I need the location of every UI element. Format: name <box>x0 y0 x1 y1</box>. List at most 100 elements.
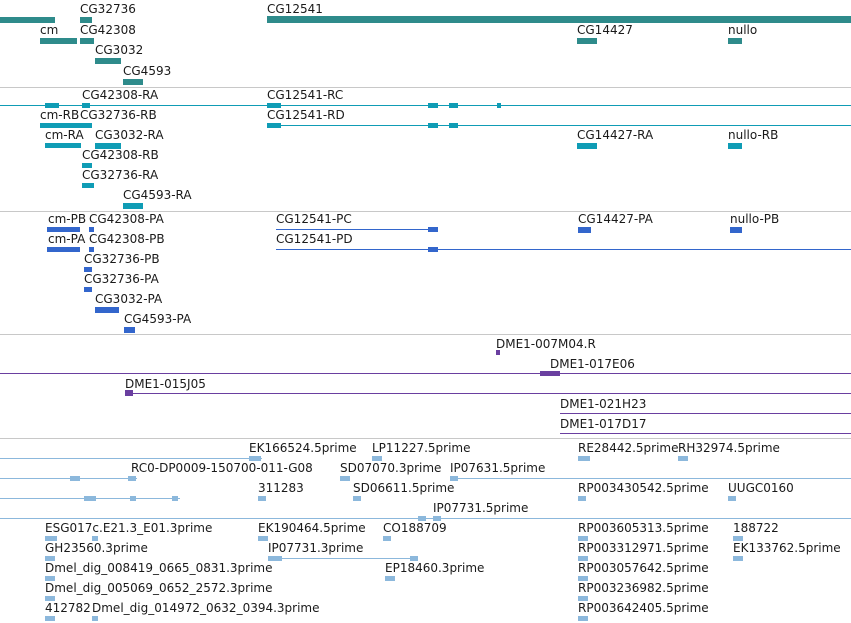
est-label-rc0-dp0009[interactable]: RC0-DP0009-150700-011-G08 <box>131 461 313 475</box>
protein-label-nullo-pb[interactable]: nullo-PB <box>730 212 780 226</box>
est-bar-r3d[interactable] <box>258 496 266 501</box>
gene-bar-cg14427[interactable] <box>577 38 597 44</box>
clone-line-5[interactable] <box>560 433 851 434</box>
est-label-412782[interactable]: 412782 <box>45 601 91 615</box>
transcript-bar-5a[interactable] <box>82 183 94 188</box>
est-bar-r4b[interactable] <box>433 516 441 521</box>
est-label-188722[interactable]: 188722 <box>733 521 779 535</box>
est-bar-r9c[interactable] <box>578 616 588 621</box>
clone-line-3[interactable] <box>125 393 851 394</box>
est-bar-r1b[interactable] <box>372 456 382 461</box>
protein-bar-6a[interactable] <box>124 327 135 333</box>
est-label-311283[interactable]: 311283 <box>258 481 304 495</box>
clone-label-dme1-017e06[interactable]: DME1-017E06 <box>550 357 635 371</box>
clone-bar-3[interactable] <box>125 390 133 396</box>
est-bar-r9b[interactable] <box>92 616 98 621</box>
est-bar-r6c[interactable] <box>410 556 418 561</box>
protein-label-cg42308-pa[interactable]: CG42308-PA <box>89 212 164 226</box>
est-label-esg017c[interactable]: ESG017c.E21.3_E01.3prime <box>45 521 213 535</box>
protein-label-cg12541-pc[interactable]: CG12541-PC <box>276 212 352 226</box>
est-bar-r5c[interactable] <box>258 536 268 541</box>
est-label-rp003236982[interactable]: RP003236982.5prime <box>578 581 709 595</box>
est-bar-r2c[interactable] <box>340 476 350 481</box>
transcript-bar-3a[interactable] <box>45 143 81 148</box>
transcript-bar-1a[interactable] <box>45 103 59 108</box>
transcript-bar-1d[interactable] <box>428 103 438 108</box>
est-bar-r1d[interactable] <box>678 456 688 461</box>
est-label-co188709[interactable]: CO188709 <box>383 521 447 535</box>
est-label-ip07631[interactable]: IP07631.5prime <box>450 461 546 475</box>
est-bar-r5b[interactable] <box>92 536 98 541</box>
protein-bar-2c[interactable] <box>428 247 438 252</box>
est-bar-r7a[interactable] <box>45 576 55 581</box>
est-bar-r6e[interactable] <box>733 556 743 561</box>
transcript-label-cg14427-ra[interactable]: CG14427-RA <box>577 128 654 142</box>
est-label-uugc0160[interactable]: UUGC0160 <box>728 481 794 495</box>
est-bar-r2b[interactable] <box>128 476 136 481</box>
protein-line-1[interactable] <box>276 229 438 230</box>
gene-label-cg3032[interactable]: CG3032 <box>95 43 144 57</box>
protein-bar-1a[interactable] <box>47 227 80 232</box>
gene-label-cg12541[interactable]: CG12541 <box>267 2 323 16</box>
est-bar-r3a[interactable] <box>84 496 96 501</box>
est-line-r2b[interactable] <box>450 478 851 479</box>
transcript-label-cg32736-rb[interactable]: CG32736-RB <box>80 108 157 122</box>
transcript-bar-3d[interactable] <box>728 143 742 149</box>
clone-label-dme1-007m04[interactable]: DME1-007M04.R <box>496 337 596 351</box>
transcript-label-cg12541-rd[interactable]: CG12541-RD <box>267 108 345 122</box>
protein-label-cg12541-pd[interactable]: CG12541-PD <box>276 232 353 246</box>
transcript-bar-3b[interactable] <box>95 143 121 149</box>
gene-bar-cg42308[interactable] <box>80 38 94 44</box>
est-label-rp003642405[interactable]: RP003642405.5prime <box>578 601 709 615</box>
est-bar-r5e[interactable] <box>578 536 588 541</box>
est-bar-r7c[interactable] <box>578 576 588 581</box>
est-label-ip07731-3[interactable]: IP07731.3prime <box>268 541 364 555</box>
transcript-label-cg12541-rc[interactable]: CG12541-RC <box>267 88 344 102</box>
transcript-label-cg4593-ra[interactable]: CG4593-RA <box>123 188 192 202</box>
transcript-bar-2b[interactable] <box>267 123 281 128</box>
protein-bar-1e[interactable] <box>730 227 742 233</box>
protein-line-2[interactable] <box>276 249 851 250</box>
protein-bar-1c[interactable] <box>428 227 438 232</box>
protein-bar-2a[interactable] <box>47 247 80 252</box>
clone-bar-1[interactable] <box>496 350 500 355</box>
clone-label-dme1-021h23[interactable]: DME1-021H23 <box>560 397 647 411</box>
transcript-bar-1e[interactable] <box>449 103 458 108</box>
est-bar-r6a[interactable] <box>45 556 55 561</box>
protein-label-cm-pa[interactable]: cm-PA <box>48 232 86 246</box>
est-label-rp003312971[interactable]: RP003312971.5prime <box>578 541 709 555</box>
protein-label-cm-pb[interactable]: cm-PB <box>48 212 87 226</box>
est-label-ek133762[interactable]: EK133762.5prime <box>733 541 841 555</box>
protein-bar-1d[interactable] <box>578 227 591 233</box>
clone-line-2[interactable] <box>0 373 851 374</box>
transcript-label-nullo-rb[interactable]: nullo-RB <box>728 128 779 142</box>
protein-label-cg42308-pb[interactable]: CG42308-PB <box>89 232 165 246</box>
est-bar-r8b[interactable] <box>578 596 588 601</box>
gene-label-cm[interactable]: cm <box>40 23 59 37</box>
est-label-lp11227[interactable]: LP11227.5prime <box>372 441 471 455</box>
clone-label-dme1-015j05[interactable]: DME1-015J05 <box>125 377 206 391</box>
est-label-gh23560[interactable]: GH23560.3prime <box>45 541 148 555</box>
est-bar-r5a[interactable] <box>45 536 57 541</box>
est-label-ep18460[interactable]: EP18460.3prime <box>385 561 485 575</box>
transcript-bar-6a[interactable] <box>123 203 143 209</box>
gene-label-cg14427[interactable]: CG14427 <box>577 23 633 37</box>
transcript-bar-2c[interactable] <box>428 123 438 128</box>
transcript-label-cg42308-rb[interactable]: CG42308-RB <box>82 148 159 162</box>
est-bar-r3c[interactable] <box>172 496 178 501</box>
protein-bar-5a[interactable] <box>95 307 119 313</box>
protein-label-cg32736-pb[interactable]: CG32736-PB <box>84 252 160 266</box>
clone-bar-2[interactable] <box>540 371 560 376</box>
clone-line-4[interactable] <box>560 413 851 414</box>
est-bar-r6d[interactable] <box>578 556 588 561</box>
gene-label-cg32736[interactable]: CG32736 <box>80 2 136 16</box>
est-line-r6[interactable] <box>268 558 418 559</box>
gene-bar-cg3032[interactable] <box>95 58 121 64</box>
protein-label-cg14427-pa[interactable]: CG14427-PA <box>578 212 653 226</box>
est-label-dmel-dig-005069[interactable]: Dmel_dig_005069_0652_2572.3prime <box>45 581 273 595</box>
est-bar-r9a[interactable] <box>45 616 55 621</box>
gene-bar-cg32736-b[interactable] <box>80 17 92 23</box>
est-bar-r7b[interactable] <box>385 576 395 581</box>
protein-label-cg4593-pa[interactable]: CG4593-PA <box>124 312 192 326</box>
protein-bar-4a[interactable] <box>84 287 92 292</box>
